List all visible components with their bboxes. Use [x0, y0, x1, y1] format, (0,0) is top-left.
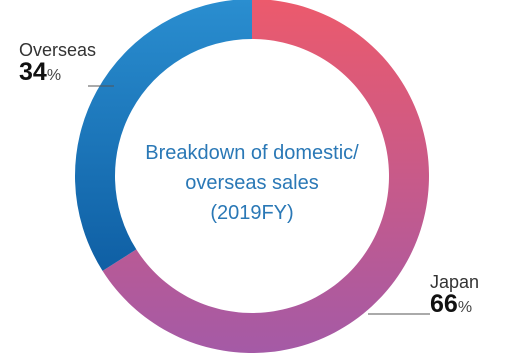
japan-label-name: Japan — [430, 272, 480, 292]
center-title-line-1: Breakdown of domestic/ — [145, 142, 359, 164]
center-title-line-3: (2019FY) — [210, 202, 294, 224]
center-title-line-2: overseas sales — [185, 172, 319, 194]
chart-center-title: Breakdown of domestic/ overseas sales (2… — [124, 138, 380, 228]
japan-label-unit: % — [457, 299, 473, 316]
donut-slice-overseas — [75, 0, 252, 271]
overseas-label-value: 34 — [19, 58, 47, 86]
overseas-label-name: Overseas — [19, 40, 97, 60]
overseas-slice-label: Overseas 34% — [19, 39, 96, 87]
japan-label-value: 66 — [430, 290, 458, 318]
overseas-label-unit: % — [46, 67, 62, 84]
japan-slice-label: Japan 66% — [430, 271, 479, 319]
